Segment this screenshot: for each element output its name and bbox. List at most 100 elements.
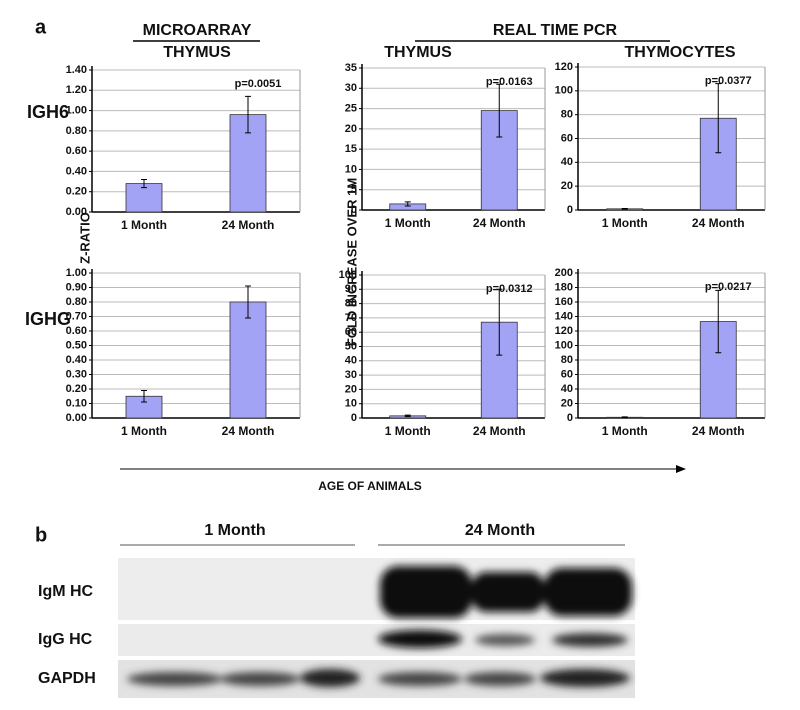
y-tick-label: 0 [567, 204, 573, 216]
y-tick-label: 200 [555, 267, 573, 279]
y-tick-label: 120 [555, 325, 573, 337]
y-tick-label: 1.20 [66, 84, 87, 96]
y-tick-label: 0.80 [66, 296, 87, 308]
axis-title: FOLD INCREASE OVER 1M [344, 178, 359, 346]
error-bar [404, 201, 411, 207]
error-bar [245, 285, 251, 319]
y-tick-label: 0.40 [66, 354, 87, 366]
y-tick-label: 0.50 [66, 339, 87, 351]
row-label: IGH6 [27, 102, 69, 122]
bar [229, 301, 267, 419]
y-tick-label: 0.20 [66, 383, 87, 395]
error-bar [496, 83, 503, 138]
x-tick-label: 1 Month [385, 424, 431, 438]
y-tick-label: 30 [345, 82, 357, 94]
y-tick-label: 0.40 [66, 165, 87, 177]
row-label: IGHG [25, 309, 71, 329]
y-tick-label: 80 [345, 298, 357, 310]
y-tick-label: 40 [561, 156, 573, 168]
y-tick-label: 100 [555, 339, 573, 351]
y-tick-label: 0.00 [66, 206, 87, 218]
x-tick-label: 1 Month [121, 424, 167, 438]
column-title: THYMOCYTES [624, 44, 735, 61]
y-tick-label: 80 [561, 109, 573, 121]
y-tick-label: 0.10 [66, 397, 87, 409]
panel-label: b [35, 524, 47, 546]
y-tick-label: 0.20 [66, 186, 87, 198]
p-value: p=0.0377 [705, 75, 752, 87]
y-tick-label: 0.70 [66, 310, 87, 322]
error-bar [496, 288, 503, 356]
group-label: 24 Month [465, 522, 535, 539]
y-tick-label: 10 [345, 398, 357, 410]
y-tick-label: 40 [345, 355, 357, 367]
x-tick-label: 24 Month [222, 218, 275, 232]
y-tick-label: 0.80 [66, 125, 87, 137]
bar [125, 183, 163, 213]
y-tick-label: 70 [345, 312, 357, 324]
axis-title: AGE OF ANIMALS [318, 479, 422, 493]
error-bar [715, 289, 722, 354]
y-tick-label: 30 [345, 369, 357, 381]
x-tick-label: 24 Month [473, 216, 526, 230]
y-tick-label: 10 [345, 163, 357, 175]
y-tick-label: 160 [555, 296, 573, 308]
y-tick-label: 1.00 [66, 267, 87, 279]
y-tick-label: 0.60 [66, 145, 87, 157]
error-bar [621, 207, 628, 210]
y-tick-label: 0 [351, 204, 357, 216]
y-tick-label: 120 [555, 61, 573, 73]
y-tick-label: 20 [561, 180, 573, 192]
y-tick-label: 0.90 [66, 281, 87, 293]
arrow-head [676, 465, 686, 473]
x-tick-label: 1 Month [602, 424, 648, 438]
y-tick-label: 0.30 [66, 368, 87, 380]
x-tick-label: 1 Month [602, 216, 648, 230]
western-blot [118, 558, 635, 698]
x-tick-label: 24 Month [222, 424, 275, 438]
p-value: p=0.0312 [486, 283, 533, 295]
section-title: REAL TIME PCR [493, 22, 618, 39]
y-tick-label: 0.00 [66, 412, 87, 424]
y-tick-label: 100 [339, 269, 357, 281]
error-bar [404, 414, 411, 418]
error-bar [245, 95, 251, 134]
y-tick-label: 60 [561, 368, 573, 380]
error-bar [141, 179, 147, 189]
y-tick-label: 0 [351, 412, 357, 424]
y-tick-label: 1.00 [66, 104, 87, 116]
column-title: THYMUS [163, 44, 231, 61]
error-bar [141, 389, 147, 403]
y-tick-label: 180 [555, 281, 573, 293]
y-tick-label: 0.60 [66, 325, 87, 337]
y-tick-label: 1.40 [66, 64, 87, 76]
section-title: MICROARRAY [143, 22, 252, 39]
column-title: THYMUS [384, 44, 452, 61]
y-tick-label: 50 [345, 340, 357, 352]
axis-title: Z-RATIO [77, 212, 92, 264]
y-tick-label: 0 [567, 412, 573, 424]
y-tick-label: 40 [561, 383, 573, 395]
y-tick-label: 140 [555, 310, 573, 322]
y-tick-label: 90 [345, 283, 357, 295]
x-tick-label: 24 Month [473, 424, 526, 438]
y-tick-label: 20 [561, 397, 573, 409]
panel-label: a [35, 16, 47, 38]
y-tick-label: 20 [345, 383, 357, 395]
y-tick-label: 25 [345, 102, 357, 114]
y-tick-label: 80 [561, 354, 573, 366]
p-value: p=0.0217 [705, 281, 752, 293]
group-label: 1 Month [204, 522, 265, 539]
y-tick-label: 60 [561, 132, 573, 144]
y-tick-label: 35 [345, 62, 357, 74]
y-tick-label: 100 [555, 85, 573, 97]
blot-row-label: GAPDH [38, 670, 96, 687]
y-tick-label: 5 [351, 184, 357, 196]
blot-row-label: IgM HC [38, 583, 94, 600]
y-tick-label: 60 [345, 326, 357, 338]
error-bar [715, 83, 722, 154]
blot-row-label: IgG HC [38, 631, 93, 648]
y-tick-label: 20 [345, 123, 357, 135]
x-tick-label: 24 Month [692, 424, 745, 438]
